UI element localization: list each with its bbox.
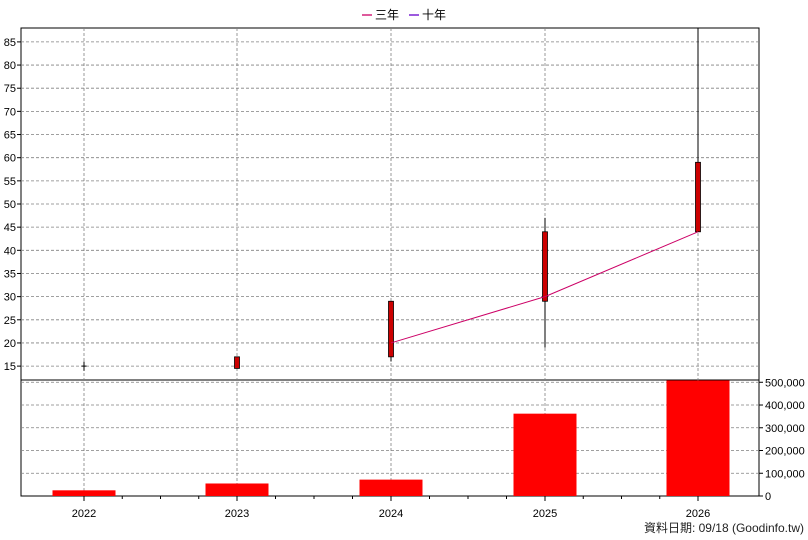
price-tick-label: 40	[4, 245, 16, 257]
price-tick-label: 65	[4, 130, 16, 142]
price-tick-label: 80	[4, 60, 16, 72]
price-tick-label: 55	[4, 176, 16, 188]
price-tick-label: 75	[4, 83, 16, 95]
legend-label-1: 三年	[375, 8, 399, 22]
volume-tick-label: 0	[765, 491, 771, 503]
volume-tick-label: 100,000	[765, 468, 805, 480]
price-tick-label: 15	[4, 361, 16, 373]
price-tick-label: 30	[4, 292, 16, 304]
x-tick-label: 2022	[72, 508, 96, 520]
price-tick-label: 85	[4, 37, 16, 49]
x-tick-label: 2024	[379, 508, 403, 520]
price-tick-label: 45	[4, 222, 16, 234]
volume-bar	[513, 413, 577, 496]
data-date-footer: 資料日期: 09/18 (Goodinfo.tw)	[643, 521, 804, 535]
price-tick-label: 25	[4, 315, 16, 327]
price-tick-label: 50	[4, 199, 16, 211]
volume-bar	[359, 479, 423, 496]
volume-bar	[205, 483, 269, 496]
volume-bar	[52, 490, 116, 496]
volume-tick-label: 400,000	[765, 400, 805, 412]
candle-body	[234, 356, 240, 369]
candle-body	[695, 161, 701, 233]
legend-label-2: 十年	[422, 8, 446, 22]
price-tick-label: 35	[4, 268, 16, 280]
price-tick-label: 70	[4, 106, 16, 118]
price-tick-label: 60	[4, 153, 16, 165]
price-tick-label: 20	[4, 338, 16, 350]
x-tick-label: 2023	[225, 508, 249, 520]
candle-body	[542, 231, 548, 302]
volume-tick-label: 300,000	[765, 423, 805, 435]
x-tick-label: 2026	[686, 508, 710, 520]
candle-body	[388, 300, 394, 358]
x-tick-label: 2025	[533, 508, 557, 520]
volume-bar	[666, 380, 730, 496]
volume-panel-frame	[20, 379, 760, 497]
series-line-三年	[390, 231, 699, 344]
volume-tick-label: 200,000	[765, 446, 805, 458]
volume-tick-label: 500,000	[765, 377, 805, 389]
